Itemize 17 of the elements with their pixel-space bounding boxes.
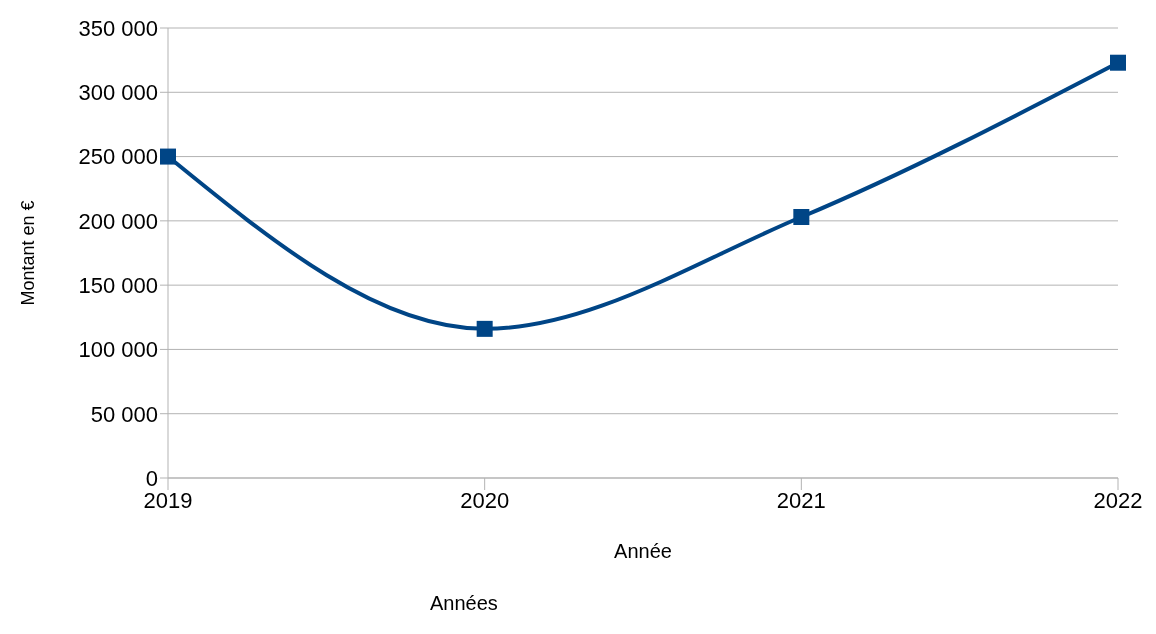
y-axis-title: Montant en € xyxy=(18,200,39,306)
point xyxy=(160,148,176,165)
x-tick-label: 2021 xyxy=(776,487,826,513)
x-tick-label: 2020 xyxy=(460,487,510,513)
y-tick-label: 300 000 xyxy=(78,80,158,106)
point xyxy=(793,209,810,225)
point xyxy=(1110,54,1126,71)
x-axis-title: Année xyxy=(614,540,672,562)
y-tick-label: 200 000 xyxy=(78,208,158,234)
y-tick-label: 250 000 xyxy=(78,144,158,170)
x-tick-label: 2022 xyxy=(1093,487,1143,513)
text: Années xyxy=(430,592,499,615)
y-tick-label: 350 000 xyxy=(78,15,158,41)
y-tick-label: 100 000 xyxy=(78,337,158,363)
y-tick-label: 150 000 xyxy=(78,272,158,298)
y-tick-label: 50 000 xyxy=(90,401,158,427)
point xyxy=(476,320,493,337)
